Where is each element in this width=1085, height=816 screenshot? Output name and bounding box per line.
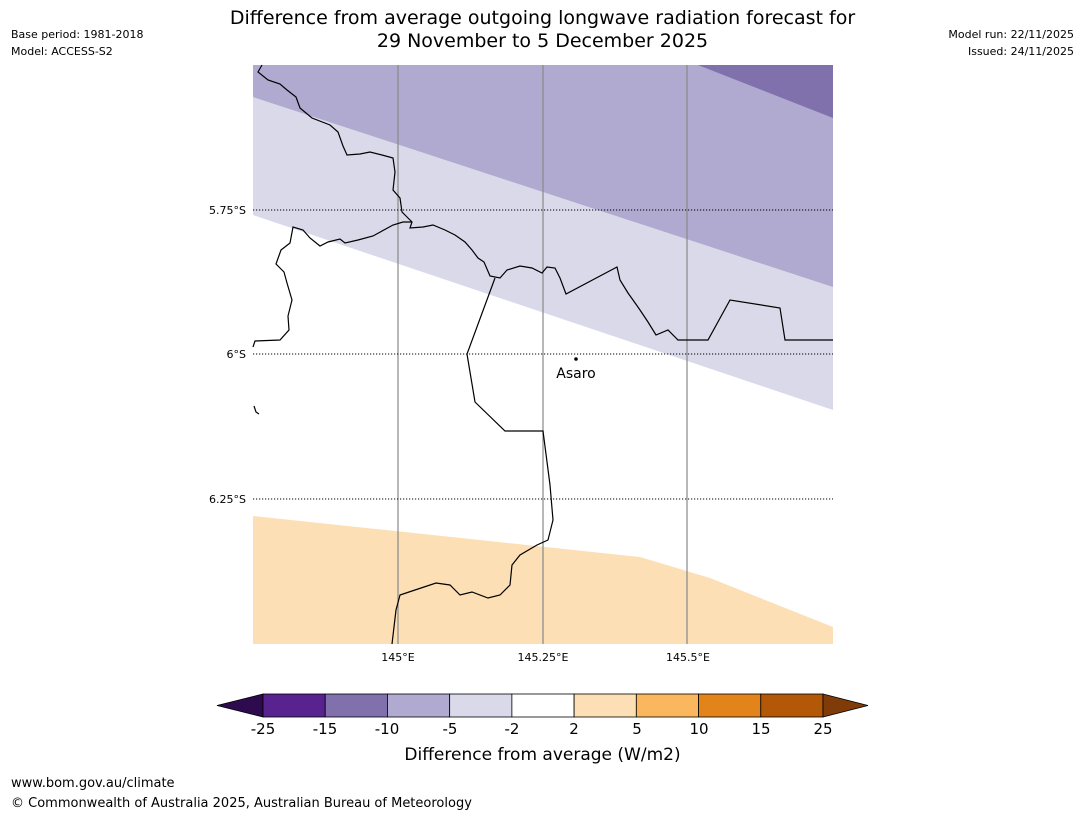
colorbar-tick: 10 <box>689 720 709 738</box>
title-line-2: 29 November to 5 December 2025 <box>376 30 709 52</box>
lon-label: 145.5°E <box>666 651 710 664</box>
latitude-labels: 5.75°S 6°S 6.25°S <box>209 204 246 506</box>
colorbar-tick: 15 <box>751 720 771 738</box>
border-west <box>252 221 412 348</box>
base-period: Base period: 1981-2018 <box>11 28 144 41</box>
colorbar-swatch <box>262 693 326 718</box>
colorbar-tick: -10 <box>374 720 400 738</box>
colorbar-tick: 5 <box>632 720 642 738</box>
colorbar-swatch <box>511 693 575 718</box>
colorbar-tick: -2 <box>504 720 520 738</box>
colorbar-tick: -5 <box>442 720 458 738</box>
colorbar-over-arrow <box>822 693 869 718</box>
province-boundaries <box>252 64 833 645</box>
issued-date: Issued: 24/11/2025 <box>967 45 1074 58</box>
footer: www.bom.gov.au/climate © Commonwealth of… <box>11 774 472 814</box>
lon-label: 145.25°E <box>518 651 569 664</box>
longitude-labels: 145°E 145.25°E 145.5°E <box>381 651 710 664</box>
dot-marker-icon <box>574 357 578 361</box>
colorbar <box>216 693 869 718</box>
band-minus-15-to-minus-10 <box>698 65 833 118</box>
place-label-asaro: Asaro <box>556 366 595 382</box>
colorbar-tick: 25 <box>813 720 833 738</box>
map-title: Difference from average outgoing longwav… <box>0 7 1085 53</box>
border-north <box>257 64 833 341</box>
colorbar-swatch <box>635 693 699 718</box>
forecast-info-left: Base period: 1981-2018 Model: ACCESS-S2 <box>11 26 143 60</box>
colorbar-under-arrow <box>216 693 264 718</box>
colorbar-swatch <box>387 693 451 718</box>
lon-label: 145°E <box>381 651 414 664</box>
lat-label: 6°S <box>227 348 246 361</box>
longitude-gridlines <box>397 65 688 644</box>
border-internal <box>391 277 554 645</box>
colorbar-swatch <box>760 693 824 718</box>
border-fragment <box>253 405 260 415</box>
lat-label: 5.75°S <box>209 204 246 217</box>
colorbar-tick: 2 <box>569 720 579 738</box>
model-name: Model: ACCESS-S2 <box>11 45 113 58</box>
colorbar-swatch <box>449 693 513 718</box>
latitude-gridlines <box>253 209 833 500</box>
website-link[interactable]: www.bom.gov.au/climate <box>11 776 175 791</box>
forecast-info-right: Model run: 22/11/2025 Issued: 24/11/2025 <box>948 26 1074 60</box>
lat-label: 6.25°S <box>209 493 246 506</box>
model-run: Model run: 22/11/2025 <box>948 28 1074 41</box>
colorbar-tick: -15 <box>312 720 338 738</box>
title-line-1: Difference from average outgoing longwav… <box>229 7 856 29</box>
colorbar-tick: -25 <box>250 720 276 738</box>
colorbar-title: Difference from average (W/m2) <box>404 745 681 765</box>
colorbar-swatch <box>573 693 637 718</box>
copyright-notice: © Commonwealth of Australia 2025, Austra… <box>11 796 472 811</box>
colorbar-swatch <box>698 693 762 718</box>
colorbar-swatch <box>324 693 388 718</box>
